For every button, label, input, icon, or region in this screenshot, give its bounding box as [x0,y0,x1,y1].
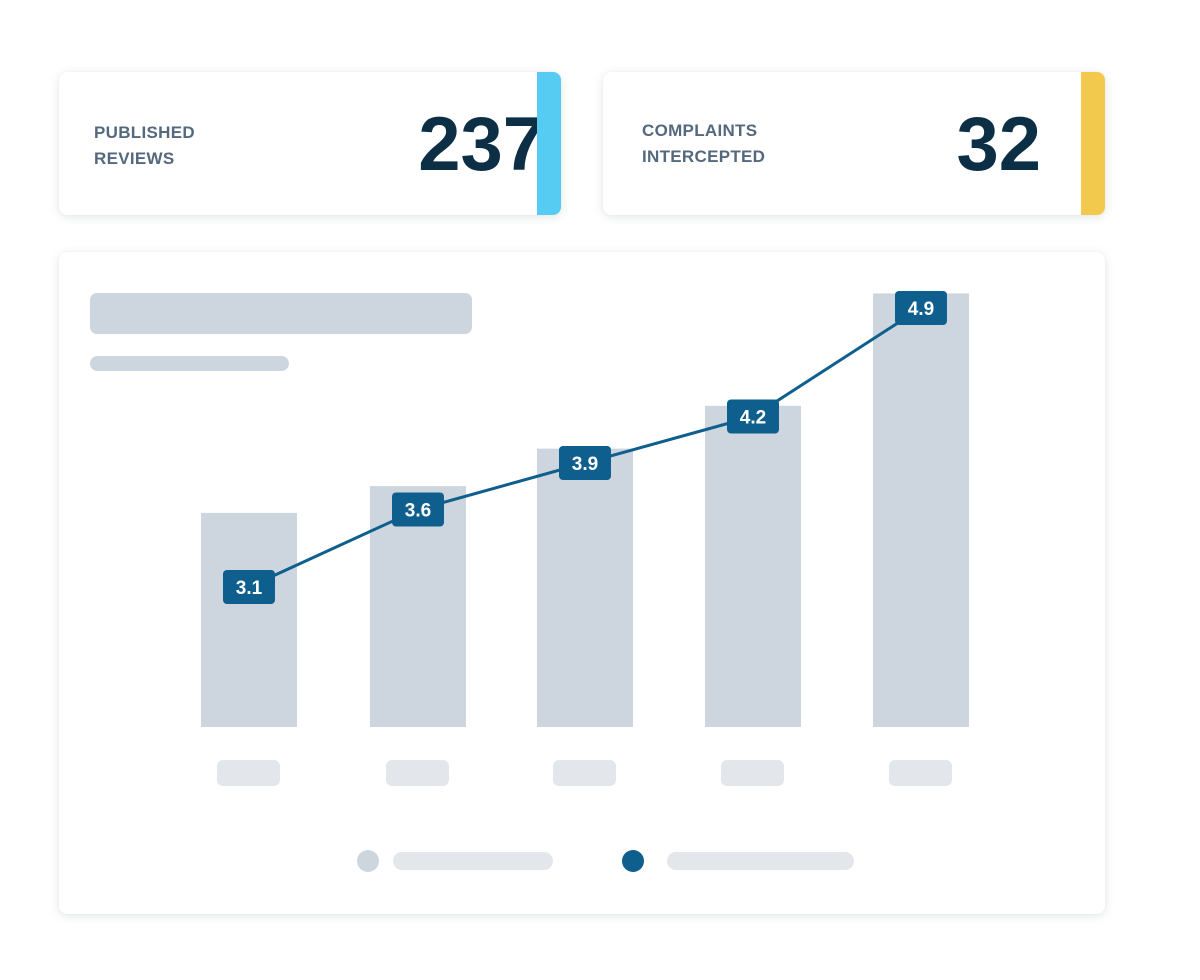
legend-label-placeholder-bars [393,852,553,870]
legend-dot-line [622,850,644,872]
complaints-intercepted-accent [1081,72,1105,215]
x-tick-placeholder-4 [889,760,952,786]
x-tick-placeholder-0 [217,760,280,786]
data-label-4: 4.9 [908,299,934,320]
published-reviews-label: PUBLISHED REVIEWS [94,123,195,168]
complaints-intercepted-card: COMPLAINTS INTERCEPTED 32 [603,72,1105,215]
bar-2 [537,448,633,727]
data-label-bg-0 [223,570,275,604]
bar-4 [873,293,969,727]
published-reviews-value: 237 [418,102,545,187]
complaints-intercepted-label: COMPLAINTS INTERCEPTED [642,121,766,166]
data-label-3: 4.2 [740,408,766,429]
data-label-0: 3.1 [236,578,263,599]
data-label-bg-1 [392,492,444,527]
data-label-bg-4 [895,291,947,325]
chart-svg: 3.1 3.6 3.9 4.2 4.9 [201,291,969,872]
data-label-bg-2 [559,446,611,480]
legend-dot-bars [357,850,379,872]
x-tick-placeholder-1 [386,760,449,786]
chart-card: 3.1 3.6 3.9 4.2 4.9 [59,252,1105,914]
data-label-1: 3.6 [405,501,431,522]
chart-title-placeholder [90,293,472,334]
data-label-bg-3 [727,399,779,434]
bar-0 [201,512,297,727]
x-tick-placeholder-3 [721,760,784,786]
complaints-intercepted-value: 32 [956,102,1041,187]
x-tick-placeholder-2 [553,760,616,786]
chart-subtitle-placeholder [90,356,289,371]
published-reviews-accent [537,72,561,215]
legend-label-placeholder-line [667,852,854,870]
published-reviews-card: PUBLISHED REVIEWS 237 [59,72,561,215]
data-label-2: 3.9 [572,454,598,475]
bar-3 [705,405,801,727]
